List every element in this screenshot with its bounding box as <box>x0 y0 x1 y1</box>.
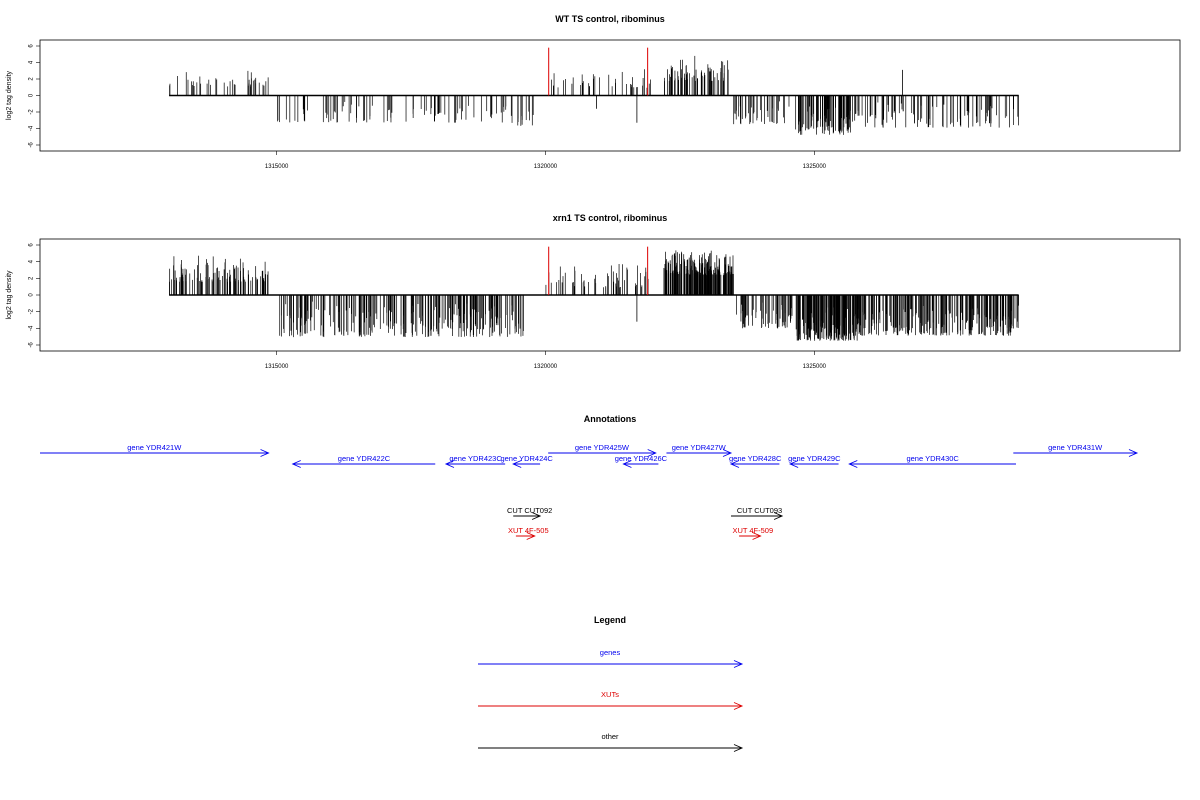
gene-annotation: gene YDR427W <box>666 443 733 457</box>
gene-label: gene YDR424C <box>500 454 553 463</box>
feature-label: XUT 4F-505 <box>508 526 549 535</box>
gene-arrow-head <box>789 460 799 468</box>
gene-annotation: gene YDR430C <box>848 454 1016 468</box>
y-tick-label: -4 <box>29 325 35 331</box>
chart-title: xrn1 TS control, ribominus <box>553 213 668 223</box>
gene-annotation: gene YDR425W <box>548 443 657 457</box>
gene-annotation: gene YDR428C <box>729 454 782 468</box>
y-tick-label: 4 <box>29 259 35 263</box>
y-tick-label: 0 <box>29 93 35 97</box>
feature-annotation: CUT CUT093 <box>730 506 784 520</box>
y-tick-label: -4 <box>29 125 35 131</box>
legend-title: Legend <box>594 615 626 625</box>
y-tick-label: -2 <box>29 308 35 314</box>
gene-label: gene YDR426C <box>615 454 668 463</box>
feature-annotation: XUT 4F-509 <box>732 526 773 540</box>
feature-arrow-head <box>531 512 542 520</box>
legend-label: other <box>601 732 619 741</box>
gene-label: gene YDR429C <box>788 454 841 463</box>
data-bars <box>169 250 1019 341</box>
legend-arrow-head <box>733 744 744 752</box>
y-axis-label: log2 tag density <box>6 270 13 320</box>
legend-arrow-head <box>733 702 744 710</box>
gene-label: gene YDR421W <box>127 443 182 452</box>
gene-annotation: gene YDR421W <box>40 443 270 457</box>
chart-panel-2: xrn1 TS control, ribominus -6 -4 -2 0 2 4 6 log2… <box>6 213 1181 370</box>
y-tick-label: 2 <box>29 77 35 81</box>
x-tick-label: 1325000 <box>803 164 827 170</box>
feature-annotation: CUT CUT092 <box>507 506 552 520</box>
data-bars <box>169 55 1019 135</box>
gene-arrow-head <box>848 460 858 468</box>
gene-arrow-head <box>260 449 270 457</box>
y-tick-label: -6 <box>29 342 35 348</box>
gene-label: gene YDR422C <box>338 454 391 463</box>
feature-label: CUT CUT092 <box>507 506 552 515</box>
gene-label: gene YDR431W <box>1048 443 1103 452</box>
y-tick-label: 6 <box>29 44 35 48</box>
x-tick-label: 1320000 <box>534 164 558 170</box>
gene-arrow-head <box>444 460 455 468</box>
gene-annotation: gene YDR423C <box>444 454 506 468</box>
feature-arrow-head <box>773 512 784 520</box>
feature-label: XUT 4F-509 <box>732 526 773 535</box>
gene-arrow-head <box>729 460 740 468</box>
gene-annotation: gene YDR422C <box>291 454 436 468</box>
gene-label: gene YDR427W <box>672 443 727 452</box>
gene-arrow-head <box>647 449 657 457</box>
gene-label: gene YDR430C <box>906 454 959 463</box>
chart-title: WT TS control, ribominus <box>555 14 665 24</box>
legend-label: genes <box>600 648 621 657</box>
x-tick-label: 1320000 <box>534 364 558 370</box>
gene-label: gene YDR428C <box>729 454 782 463</box>
feature-arrow-head <box>752 532 762 540</box>
x-tick-label: 1315000 <box>265 364 289 370</box>
y-tick-label: 6 <box>29 243 35 247</box>
gene-arrow-head <box>722 449 733 457</box>
feature-arrow-head <box>526 532 536 540</box>
chart-panel-1: WT TS control, ribominus -6 -4 -2 0 2 4 6 log2 t… <box>6 14 1181 170</box>
gene-label: gene YDR423C <box>449 454 502 463</box>
y-tick-label: 4 <box>29 60 35 64</box>
gene-arrow-head <box>622 460 632 468</box>
y-axis-label: log2 tag density <box>6 70 13 120</box>
feature-label: CUT CUT093 <box>737 506 782 515</box>
gene-arrow-head <box>1128 449 1139 457</box>
gene-arrow-head <box>512 460 522 468</box>
gene-annotation: gene YDR424C <box>500 454 553 468</box>
legend-arrow-head <box>733 660 744 668</box>
legend-label: XUTs <box>601 690 619 699</box>
gene-annotation: gene YDR426C <box>615 454 668 468</box>
gene-arrow-head <box>291 460 301 468</box>
y-tick-label: -6 <box>29 142 35 148</box>
annotations-title: Annotations <box>584 414 637 424</box>
gene-label: gene YDR425W <box>575 443 630 452</box>
x-tick-label: 1315000 <box>265 164 289 170</box>
y-tick-label: 0 <box>29 293 35 297</box>
y-tick-label: 2 <box>29 276 35 280</box>
feature-annotation: XUT 4F-505 <box>508 526 549 540</box>
annotations-track: Annotations gene YDR421W gene YDR422C gene … <box>40 414 1139 540</box>
gene-annotation: gene YDR431W <box>1013 443 1139 457</box>
y-tick-label: -2 <box>29 109 35 115</box>
legend: Legend genes XUTs other <box>478 615 744 752</box>
x-tick-label: 1325000 <box>803 364 827 370</box>
gene-annotation: gene YDR429C <box>788 454 841 468</box>
